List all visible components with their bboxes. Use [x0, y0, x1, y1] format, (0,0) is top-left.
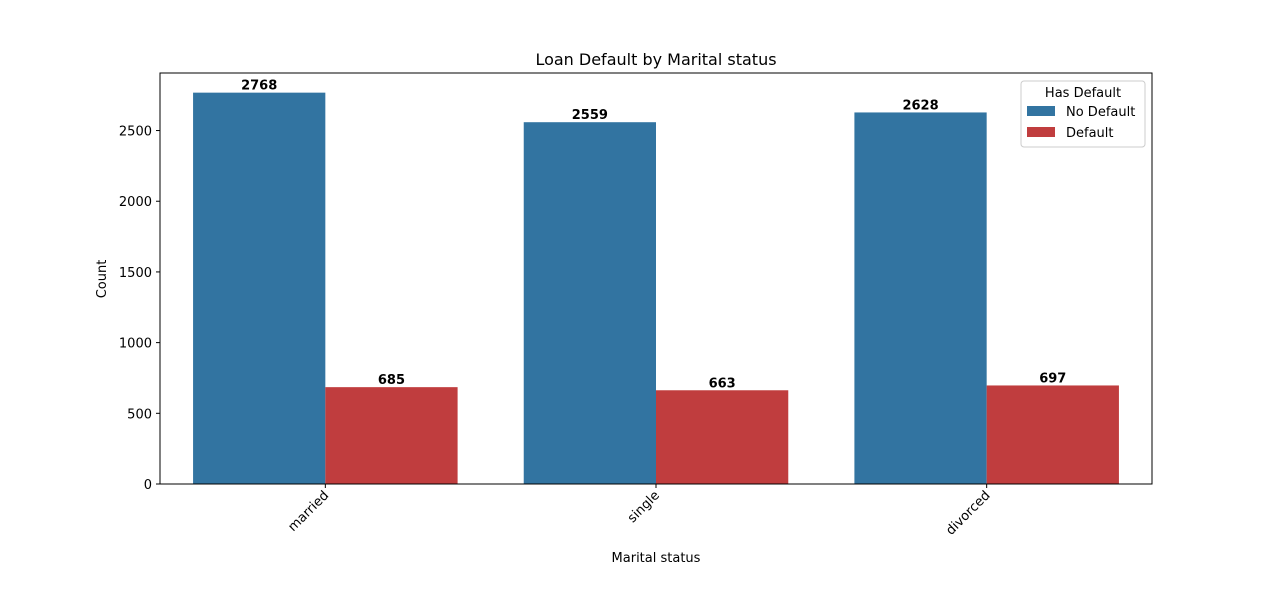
data-label: 2768 — [241, 79, 277, 94]
x-tick-label: single — [625, 488, 663, 526]
x-axis-title: Marital status — [612, 551, 701, 566]
bar-divorced-default — [986, 385, 1119, 484]
bar-single-default — [656, 390, 789, 484]
bars-group — [193, 92, 1119, 485]
data-label: 697 — [1039, 371, 1066, 386]
y-tick-label: 1000 — [119, 337, 152, 352]
chart-title: Loan Default by Marital status — [535, 50, 776, 69]
legend-title: Has Default — [1045, 86, 1121, 101]
bar-married-no-default — [193, 92, 326, 484]
y-tick-label: 1500 — [119, 266, 152, 281]
bar-divorced-no-default — [854, 112, 987, 484]
data-label: 2628 — [902, 98, 938, 113]
y-axis: 0 500 1000 1500 2000 2500 — [119, 125, 160, 493]
x-tick-label: married — [286, 488, 333, 535]
legend: Has Default No Default Default — [1020, 80, 1146, 148]
legend-items: No Default Default — [1027, 105, 1135, 141]
y-tick-label: 500 — [127, 407, 152, 422]
data-label: 663 — [709, 376, 736, 391]
y-tick-label: 2500 — [119, 125, 152, 140]
legend-label: Default — [1066, 126, 1114, 141]
x-tick-label: divorced — [943, 488, 993, 538]
data-labels-group: 2768 2559 2628 685 663 697 — [241, 79, 1066, 392]
x-axis: married single divorced — [286, 484, 993, 538]
legend-swatch — [1027, 127, 1055, 137]
data-label: 685 — [378, 373, 405, 388]
y-tick-label: 0 — [144, 478, 152, 493]
data-label: 2559 — [572, 108, 608, 123]
bar-married-default — [325, 387, 458, 484]
legend-label: No Default — [1066, 105, 1135, 120]
legend-swatch — [1027, 106, 1055, 116]
y-tick-label: 2000 — [119, 195, 152, 210]
y-axis-title: Count — [95, 260, 110, 299]
bar-single-no-default — [523, 122, 656, 485]
